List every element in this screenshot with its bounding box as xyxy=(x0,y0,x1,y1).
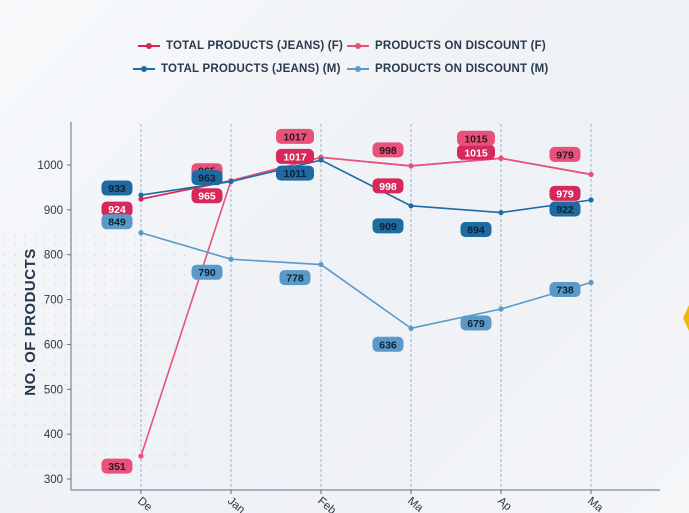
legend-label: PRODUCTS ON DISCOUNT (M) xyxy=(375,63,549,75)
data-point xyxy=(138,453,144,459)
y-tick-label: 600 xyxy=(44,339,63,351)
x-tick-label: De xyxy=(135,495,154,513)
data-point xyxy=(228,178,234,185)
corner-accent-shape xyxy=(683,305,689,331)
data-label: 1015 xyxy=(464,133,488,145)
data-point xyxy=(408,203,414,209)
data-label: 998 xyxy=(379,145,397,157)
legend-label: PRODUCTS ON DISCOUNT (F) xyxy=(375,40,546,52)
data-label: 979 xyxy=(556,188,574,200)
data-point xyxy=(138,192,144,198)
data-point xyxy=(588,171,594,178)
data-label: 1011 xyxy=(284,168,307,180)
data-label-badge xyxy=(191,170,223,186)
data-point xyxy=(408,163,414,169)
legend-item-discount-f: PRODUCTS ON DISCOUNT (F) xyxy=(347,40,546,52)
x-tick-label: Ma xyxy=(405,495,425,513)
legend-label: TOTAL PRODUCTS (JEANS) (M) xyxy=(161,63,341,75)
data-label: 979 xyxy=(556,149,574,161)
data-label: 998 xyxy=(379,181,397,193)
data-label: 1015 xyxy=(464,147,488,159)
data-label-badge xyxy=(372,218,404,234)
data-label-badge xyxy=(549,201,581,217)
y-tick-label: 900 xyxy=(44,205,63,217)
chart-legend: TOTAL PRODUCTS (JEANS) (F) PRODUCTS ON D… xyxy=(0,0,689,90)
legend-item-discount-m: PRODUCTS ON DISCOUNT (M) xyxy=(347,63,548,75)
legend-label: TOTAL PRODUCTS (JEANS) (F) xyxy=(166,40,344,52)
x-tick-label: Jan xyxy=(225,495,247,513)
data-label: 965 xyxy=(198,191,216,203)
data-label-badge xyxy=(457,130,495,146)
series-line xyxy=(140,156,592,457)
x-tick-label: Ap xyxy=(495,495,513,513)
data-label: 849 xyxy=(108,217,126,229)
data-label-badge xyxy=(101,458,133,474)
data-label: 924 xyxy=(108,204,126,216)
data-label-badge xyxy=(549,146,581,162)
data-label: 894 xyxy=(467,225,485,237)
y-tick-label: 700 xyxy=(44,295,63,307)
data-label-badge xyxy=(276,128,314,144)
data-point xyxy=(228,256,234,262)
legend-line-icon xyxy=(347,42,369,49)
data-label-badge xyxy=(372,142,404,158)
data-label-badge xyxy=(191,264,223,280)
data-label-badge xyxy=(372,336,404,352)
data-point xyxy=(588,197,594,203)
background-dot-pattern xyxy=(0,230,190,470)
data-point xyxy=(138,230,144,236)
data-label: 636 xyxy=(379,339,397,351)
data-point xyxy=(408,325,414,331)
x-tick-label: Ma xyxy=(585,495,605,513)
data-label: 922 xyxy=(556,204,574,216)
data-label: 963 xyxy=(198,173,216,185)
y-tick-label: 300 xyxy=(44,474,63,486)
data-label: 1017 xyxy=(283,151,307,163)
legend-line-icon xyxy=(133,65,155,72)
data-label-badge xyxy=(457,144,495,160)
data-point xyxy=(498,306,504,312)
data-label-badge xyxy=(460,222,492,238)
data-label-badge xyxy=(191,188,223,204)
data-label: 1017 xyxy=(283,131,307,143)
legend-item-total-jeans-f: TOTAL PRODUCTS (JEANS) (F) xyxy=(138,40,343,52)
data-label-badge xyxy=(372,178,404,194)
y-axis-title: NO. OF PRODUCTS xyxy=(22,248,39,396)
data-point xyxy=(318,261,324,268)
data-point xyxy=(318,157,324,163)
data-label: 738 xyxy=(556,285,574,297)
data-point xyxy=(498,209,504,216)
data-label-badge xyxy=(460,315,492,331)
data-label-badge xyxy=(549,185,581,201)
data-point xyxy=(588,279,594,286)
data-label: 790 xyxy=(198,267,216,279)
data-label-badge xyxy=(276,165,314,181)
legend-item-total-jeans-m: TOTAL PRODUCTS (JEANS) (M) xyxy=(133,63,341,75)
data-label: 679 xyxy=(467,318,485,330)
y-tick-label: 400 xyxy=(44,429,63,441)
data-label-badge xyxy=(276,148,314,164)
data-label-badge xyxy=(101,214,133,230)
data-label: 351 xyxy=(108,461,126,473)
series-line xyxy=(140,231,592,330)
data-label: 933 xyxy=(108,183,126,195)
data-label: 909 xyxy=(379,221,397,233)
data-point xyxy=(138,196,144,202)
y-tick-label: 800 xyxy=(44,250,63,262)
data-point xyxy=(498,155,504,161)
data-label-badge xyxy=(101,201,133,217)
legend-line-icon xyxy=(138,42,160,49)
data-label: 778 xyxy=(286,273,304,285)
data-label-badge xyxy=(279,270,311,286)
x-tick-label: Feb xyxy=(315,495,338,513)
data-label-badge xyxy=(101,180,133,196)
legend-line-icon xyxy=(347,65,369,72)
data-label-badge xyxy=(549,282,581,298)
y-tick-label: 500 xyxy=(44,384,63,396)
y-tick-label: 1000 xyxy=(37,160,63,172)
